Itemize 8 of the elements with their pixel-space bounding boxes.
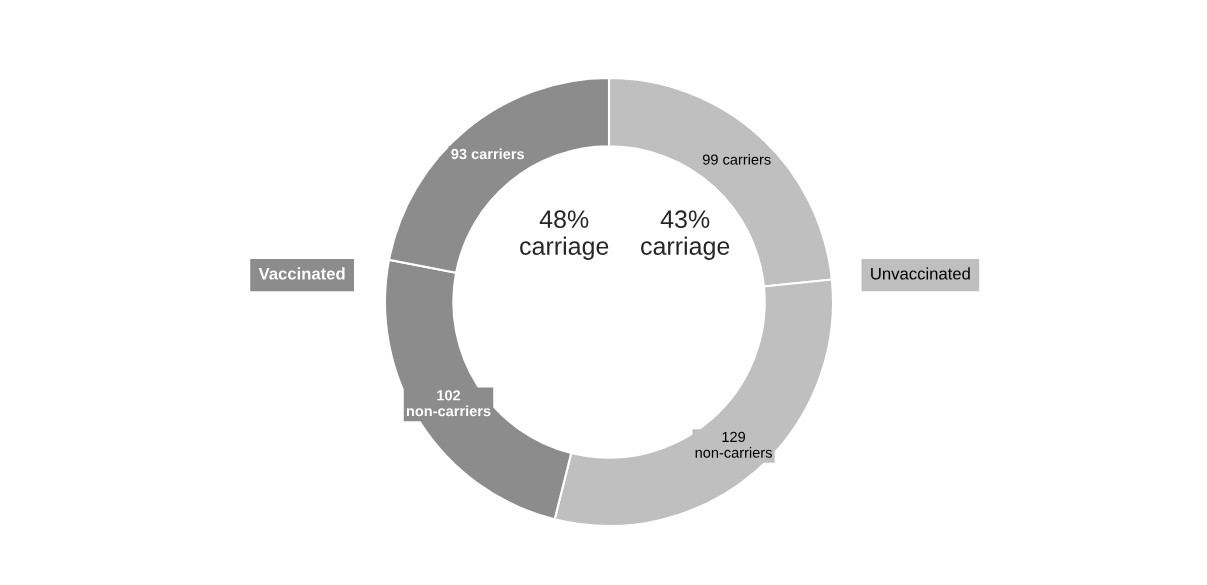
text: 43% carriage xyxy=(641,210,730,260)
slice-label: 102 non-carriers xyxy=(406,390,491,417)
slice-label: 129 non-carriers xyxy=(695,431,772,458)
text: Vaccinated xyxy=(258,267,345,280)
text: Unvaccinated xyxy=(871,267,970,280)
slice-label: 99 carriers xyxy=(702,153,771,165)
text: 48% carriage xyxy=(520,210,609,260)
slice-label: 93 carriers xyxy=(451,148,524,160)
